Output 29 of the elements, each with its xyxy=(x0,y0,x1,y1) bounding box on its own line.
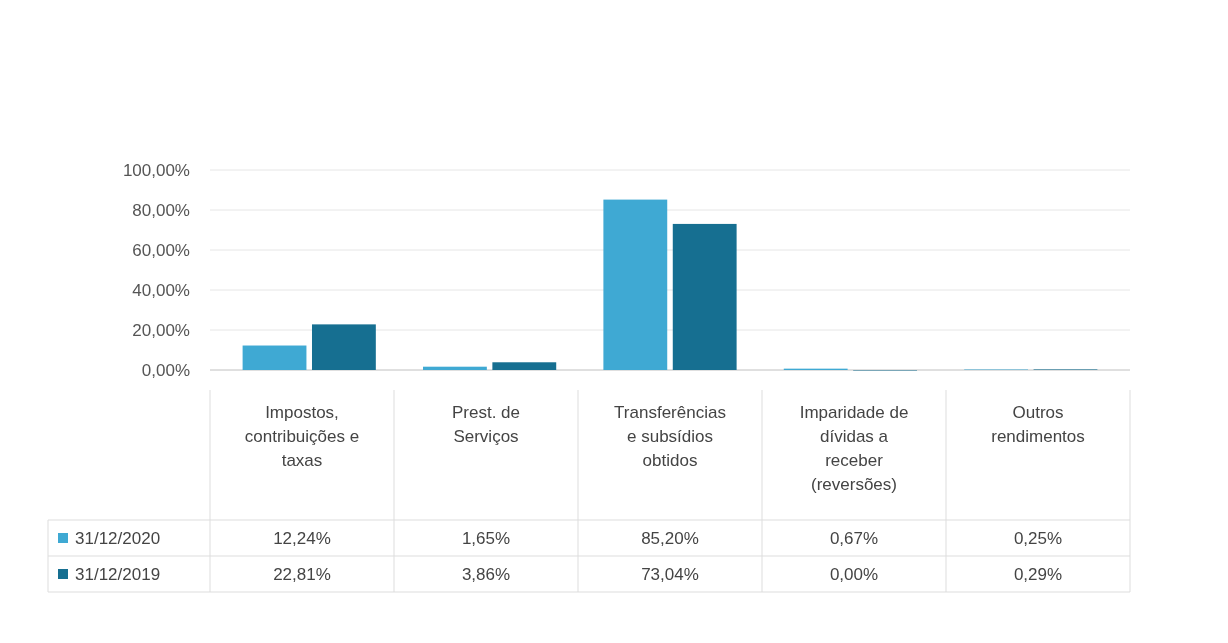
legend-label: 31/12/2019 xyxy=(75,564,161,584)
bar xyxy=(423,366,487,370)
bar xyxy=(672,223,737,370)
data-label: 0,00% xyxy=(829,564,879,584)
bar xyxy=(492,362,557,370)
x-tick-label: Impostos, contribuições e taxas xyxy=(244,403,360,470)
data-label: 12,24% xyxy=(273,528,331,548)
bar xyxy=(603,199,668,370)
data-label: 0,25% xyxy=(1013,528,1063,548)
data-label: 22,81% xyxy=(273,564,331,584)
y-tick-label: 0,00% xyxy=(141,360,190,380)
data-label: 73,04% xyxy=(641,564,699,584)
legend-label: 31/12/2020 xyxy=(75,528,161,548)
bar xyxy=(242,345,307,370)
y-tick-label: 40,00% xyxy=(132,280,190,300)
bar xyxy=(311,324,376,370)
y-tick-label: 80,00% xyxy=(132,200,190,220)
y-tick-label: 100,00% xyxy=(122,160,190,180)
data-label: 1,65% xyxy=(461,528,511,548)
x-tick-label: Prest. de Serviços xyxy=(451,403,521,446)
y-tick-label: 60,00% xyxy=(132,240,190,260)
data-label: 85,20% xyxy=(641,528,699,548)
data-label: 3,86% xyxy=(461,564,511,584)
x-tick-label: Outros rendimentos xyxy=(991,403,1085,446)
x-tick-label: Transferências e subsídios obtidos xyxy=(614,403,726,470)
data-label: 0,67% xyxy=(829,528,879,548)
x-tick-label: Imparidade de dívidas a receber (reversões) xyxy=(799,403,909,494)
data-label: 0,29% xyxy=(1013,564,1063,584)
y-tick-label: 20,00% xyxy=(132,320,190,340)
